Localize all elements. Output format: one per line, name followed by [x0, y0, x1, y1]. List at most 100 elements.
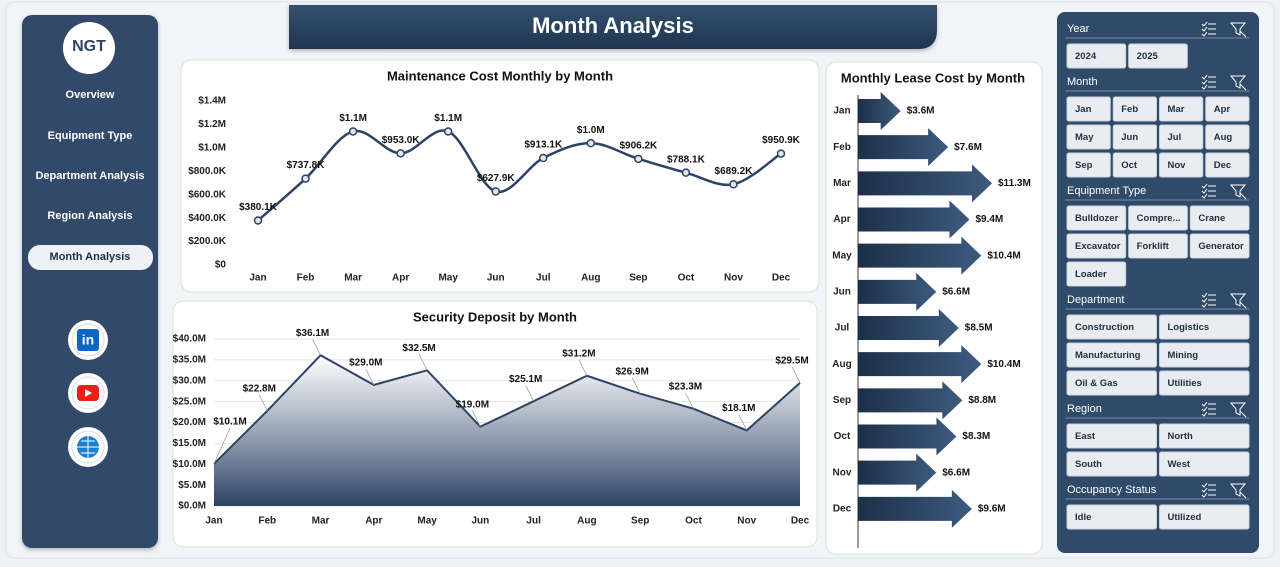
slicer-button[interactable]: Jun [1112, 124, 1157, 150]
x-tick-label: Mar [344, 273, 362, 284]
slicer-button[interactable]: Jan [1066, 96, 1111, 122]
leader-line [213, 427, 231, 464]
leader-line [685, 392, 694, 409]
data-point [634, 154, 643, 164]
slicer-button[interactable]: Utilized [1159, 504, 1250, 530]
slicer-button[interactable]: Oct [1112, 152, 1157, 178]
social-icon[interactable]: in [68, 320, 108, 360]
icon-lines [1201, 74, 1216, 90]
slicer-button[interactable]: Aug [1205, 124, 1250, 150]
chart-title: Maintenance Cost Monthly by Month [387, 68, 613, 83]
slicer-title: Department [1067, 294, 1124, 306]
slicer-button[interactable]: Oil & Gas [1066, 370, 1157, 396]
x-tick-label: Dec [772, 273, 791, 284]
social-icon[interactable] [68, 427, 108, 467]
clear-filter-icon[interactable] [1229, 483, 1247, 499]
slicer-button[interactable]: Forklift [1128, 233, 1188, 259]
button-label: 2025 [1137, 51, 1159, 62]
y-tick-label: Apr [833, 214, 850, 225]
multi-select-icon[interactable] [1201, 401, 1216, 417]
x-tick-label: Mar [312, 516, 330, 527]
social-icon[interactable] [68, 373, 108, 413]
x-tick-label: Jan [249, 273, 266, 284]
multi-select-icon[interactable] [1201, 183, 1216, 199]
button-bg [1159, 451, 1250, 477]
clear-filter-icon[interactable] [1229, 402, 1247, 418]
multi-select-icon[interactable] [1201, 21, 1216, 37]
data-label: $10.4M [987, 359, 1020, 370]
multi-select-icon[interactable] [1201, 292, 1216, 308]
slicer-button[interactable]: Excavator [1066, 233, 1127, 259]
slicer-button[interactable]: Dec [1205, 152, 1250, 178]
multi-select-icon[interactable] [1201, 74, 1216, 90]
x-tick-label: Jul [526, 516, 541, 527]
slicer-button[interactable]: Mar [1159, 96, 1204, 122]
button-label: 2024 [1075, 51, 1097, 62]
nav-item[interactable]: Department Analysis [35, 170, 144, 182]
bar-arrow [858, 164, 992, 203]
slicer-button[interactable]: West [1159, 451, 1250, 477]
slicer-button[interactable]: East [1066, 423, 1157, 449]
slicer-button[interactable]: Sep [1066, 152, 1111, 178]
nav-label: Equipment Type [48, 130, 133, 142]
chart-title: Security Deposit by Month [413, 309, 577, 324]
icon-funnel [1229, 22, 1247, 38]
button-label: Compre... [1137, 213, 1181, 224]
slicer-button[interactable]: Construction [1066, 314, 1157, 340]
slicer-button[interactable]: Apr [1205, 96, 1250, 122]
slicer-button[interactable]: May [1066, 124, 1111, 150]
button-bg [1066, 205, 1127, 231]
nav-item[interactable]: Month Analysis [28, 245, 153, 270]
data-point [586, 138, 596, 148]
slicer-button[interactable]: South [1066, 451, 1157, 477]
nav-item[interactable]: Equipment Type [48, 130, 133, 142]
y-tick-label: $20.0M [173, 417, 206, 428]
icon-lines [1201, 482, 1216, 498]
multi-select-icon[interactable] [1201, 482, 1216, 498]
clear-filter-icon[interactable] [1229, 184, 1247, 200]
slicer-button[interactable]: 2025 [1128, 43, 1188, 69]
data-point [396, 149, 405, 158]
bar-arrow [858, 236, 982, 275]
slicer-button[interactable]: Manufacturing [1066, 342, 1157, 368]
clear-filter-icon[interactable] [1229, 75, 1247, 91]
slicer-button[interactable]: 2024 [1066, 43, 1127, 69]
nav-label: Overview [66, 89, 115, 101]
clear-filter-icon[interactable] [1229, 293, 1247, 309]
slicer-button[interactable]: Compre... [1128, 205, 1188, 231]
x-tick-label: Feb [297, 273, 315, 284]
bar-arrow [858, 417, 957, 456]
nav-label: Month Analysis [50, 251, 131, 263]
nav-item[interactable]: Region Analysis [47, 210, 132, 222]
leader-line [312, 339, 321, 356]
y-tick-label: Dec [833, 503, 852, 514]
slicer: Occupancy Status Idle Utilized [1065, 482, 1250, 530]
x-tick-label: Nov [737, 516, 756, 527]
leader-line [418, 354, 428, 371]
button-label: Utilities [1168, 378, 1202, 389]
slicer-button[interactable]: Crane [1189, 205, 1250, 231]
slicer-button[interactable]: North [1159, 423, 1250, 449]
data-label: $689.2K [715, 166, 754, 177]
button-bg [1205, 96, 1250, 122]
data-label: $6.6M [942, 286, 970, 297]
clear-filter-icon[interactable] [1229, 22, 1247, 38]
x-tick-label: Nov [724, 273, 743, 284]
slicer-button[interactable]: Feb [1112, 96, 1157, 122]
slicer-button[interactable]: Logistics [1159, 314, 1250, 340]
slicer-button[interactable]: Utilities [1159, 370, 1250, 396]
slicer-button[interactable]: Bulldozer [1066, 205, 1127, 231]
slicer-button[interactable]: Generator [1189, 233, 1250, 259]
data-point [729, 180, 738, 189]
slicer-button[interactable]: Jul [1159, 124, 1204, 150]
slicer-button[interactable]: Nov [1159, 152, 1204, 178]
leader-line [472, 410, 481, 427]
data-label: $32.5M [402, 343, 435, 354]
data-label: $953.0K [382, 135, 421, 146]
slicer-button[interactable]: Mining [1159, 342, 1250, 368]
x-tick-label: Oct [685, 516, 702, 527]
button-label: Mining [1168, 350, 1199, 361]
nav-item[interactable]: Overview [66, 89, 115, 101]
slicer-button[interactable]: Idle [1066, 504, 1157, 530]
slicer-button[interactable]: Loader [1066, 261, 1127, 287]
